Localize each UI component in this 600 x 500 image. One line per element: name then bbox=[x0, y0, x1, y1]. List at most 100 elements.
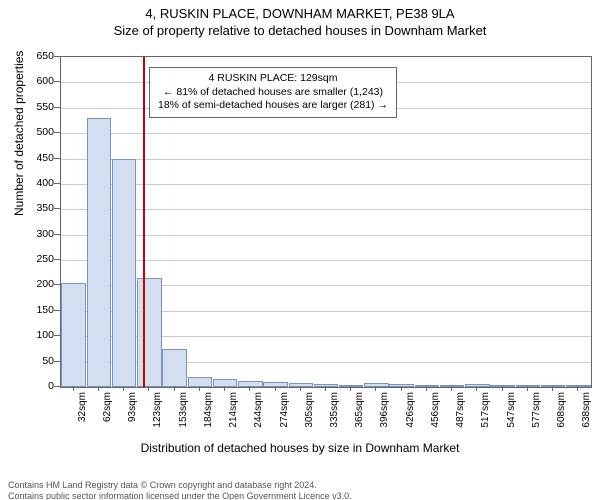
y-tick-label: 600 bbox=[24, 75, 54, 87]
credits-line1: Contains HM Land Registry data © Crown c… bbox=[8, 480, 352, 491]
histogram-bar bbox=[364, 383, 389, 387]
chart-container: 4, RUSKIN PLACE, DOWNHAM MARKET, PE38 9L… bbox=[0, 6, 600, 500]
y-tick-label: 100 bbox=[24, 329, 54, 341]
x-tick-label: 153sqm bbox=[178, 392, 189, 442]
x-tick bbox=[451, 386, 452, 391]
y-tick-label: 350 bbox=[24, 202, 54, 214]
histogram-bar bbox=[137, 278, 162, 387]
y-tick bbox=[54, 132, 60, 133]
title-line1: 4, RUSKIN PLACE, DOWNHAM MARKET, PE38 9L… bbox=[0, 6, 600, 23]
histogram-bar bbox=[339, 385, 364, 387]
credits: Contains HM Land Registry data © Crown c… bbox=[8, 480, 352, 500]
x-tick-label: 335sqm bbox=[329, 392, 340, 442]
x-tick-label: 214sqm bbox=[228, 392, 239, 442]
y-tick-label: 150 bbox=[24, 304, 54, 316]
y-tick-label: 400 bbox=[24, 177, 54, 189]
y-tick bbox=[54, 107, 60, 108]
annotation-line1: 4 RUSKIN PLACE: 129sqm bbox=[158, 72, 388, 86]
y-tick bbox=[54, 183, 60, 184]
annotation-line2: ← 81% of detached houses are smaller (1,… bbox=[158, 86, 388, 100]
x-axis-label: Distribution of detached houses by size … bbox=[0, 441, 600, 455]
x-tick bbox=[476, 386, 477, 391]
y-tick-label: 0 bbox=[24, 380, 54, 392]
histogram-bar bbox=[314, 384, 339, 387]
x-tick bbox=[73, 386, 74, 391]
plot-area: 4 RUSKIN PLACE: 129sqm ← 81% of detached… bbox=[60, 56, 592, 388]
x-tick bbox=[375, 386, 376, 391]
y-tick-label: 500 bbox=[24, 126, 54, 138]
x-tick-label: 93sqm bbox=[127, 392, 138, 442]
y-tick-label: 450 bbox=[24, 152, 54, 164]
x-tick bbox=[275, 386, 276, 391]
x-tick bbox=[426, 386, 427, 391]
credits-line2: Contains public sector information licen… bbox=[8, 491, 352, 500]
x-tick bbox=[148, 386, 149, 391]
y-tick-label: 550 bbox=[24, 101, 54, 113]
x-tick-label: 487sqm bbox=[455, 392, 466, 442]
x-tick-label: 638sqm bbox=[581, 392, 592, 442]
y-tick bbox=[54, 158, 60, 159]
y-tick bbox=[54, 284, 60, 285]
y-tick-label: 300 bbox=[24, 228, 54, 240]
histogram-bar bbox=[541, 385, 566, 387]
histogram-bar bbox=[112, 159, 137, 387]
chart-title: 4, RUSKIN PLACE, DOWNHAM MARKET, PE38 9L… bbox=[0, 6, 600, 40]
x-tick-label: 396sqm bbox=[379, 392, 390, 442]
x-tick-label: 456sqm bbox=[430, 392, 441, 442]
histogram-bar bbox=[263, 382, 288, 387]
x-tick bbox=[325, 386, 326, 391]
histogram-bar bbox=[415, 385, 440, 387]
x-tick bbox=[123, 386, 124, 391]
x-tick bbox=[527, 386, 528, 391]
y-tick-label: 50 bbox=[24, 355, 54, 367]
x-tick bbox=[350, 386, 351, 391]
x-tick bbox=[502, 386, 503, 391]
y-tick bbox=[54, 81, 60, 82]
histogram-bar bbox=[61, 283, 86, 387]
x-tick-label: 244sqm bbox=[253, 392, 264, 442]
x-tick-label: 426sqm bbox=[405, 392, 416, 442]
y-tick-label: 250 bbox=[24, 253, 54, 265]
histogram-bar bbox=[289, 383, 314, 387]
x-tick-label: 274sqm bbox=[279, 392, 290, 442]
y-tick bbox=[54, 335, 60, 336]
histogram-bar bbox=[87, 118, 112, 387]
x-tick bbox=[249, 386, 250, 391]
chart-area: 4 RUSKIN PLACE: 129sqm ← 81% of detached… bbox=[60, 56, 590, 386]
histogram-bar bbox=[490, 385, 515, 387]
x-tick-label: 32sqm bbox=[77, 392, 88, 442]
x-tick-label: 365sqm bbox=[354, 392, 365, 442]
annotation-line3: 18% of semi-detached houses are larger (… bbox=[158, 99, 388, 113]
histogram-bar bbox=[516, 385, 541, 387]
x-tick bbox=[300, 386, 301, 391]
x-tick bbox=[174, 386, 175, 391]
histogram-bar bbox=[566, 385, 591, 387]
y-tick bbox=[54, 310, 60, 311]
x-tick-label: 517sqm bbox=[480, 392, 491, 442]
x-tick bbox=[552, 386, 553, 391]
x-tick-label: 123sqm bbox=[152, 392, 163, 442]
reference-line bbox=[143, 57, 145, 387]
histogram-bar bbox=[238, 381, 263, 387]
y-tick bbox=[54, 234, 60, 235]
x-tick-label: 577sqm bbox=[531, 392, 542, 442]
histogram-bar bbox=[389, 384, 414, 387]
x-tick-label: 62sqm bbox=[102, 392, 113, 442]
x-tick-label: 547sqm bbox=[506, 392, 517, 442]
x-tick-label: 608sqm bbox=[556, 392, 567, 442]
y-tick bbox=[54, 208, 60, 209]
y-tick-label: 650 bbox=[24, 50, 54, 62]
x-tick bbox=[199, 386, 200, 391]
histogram-bar bbox=[162, 349, 187, 387]
x-tick bbox=[577, 386, 578, 391]
y-tick bbox=[54, 386, 60, 387]
annotation-box: 4 RUSKIN PLACE: 129sqm ← 81% of detached… bbox=[149, 67, 397, 118]
y-tick bbox=[54, 56, 60, 57]
x-tick-label: 305sqm bbox=[304, 392, 315, 442]
y-tick bbox=[54, 259, 60, 260]
histogram-bar bbox=[188, 377, 213, 387]
x-tick bbox=[98, 386, 99, 391]
y-tick-label: 200 bbox=[24, 278, 54, 290]
histogram-bar bbox=[440, 385, 465, 387]
title-line2: Size of property relative to detached ho… bbox=[0, 23, 600, 40]
